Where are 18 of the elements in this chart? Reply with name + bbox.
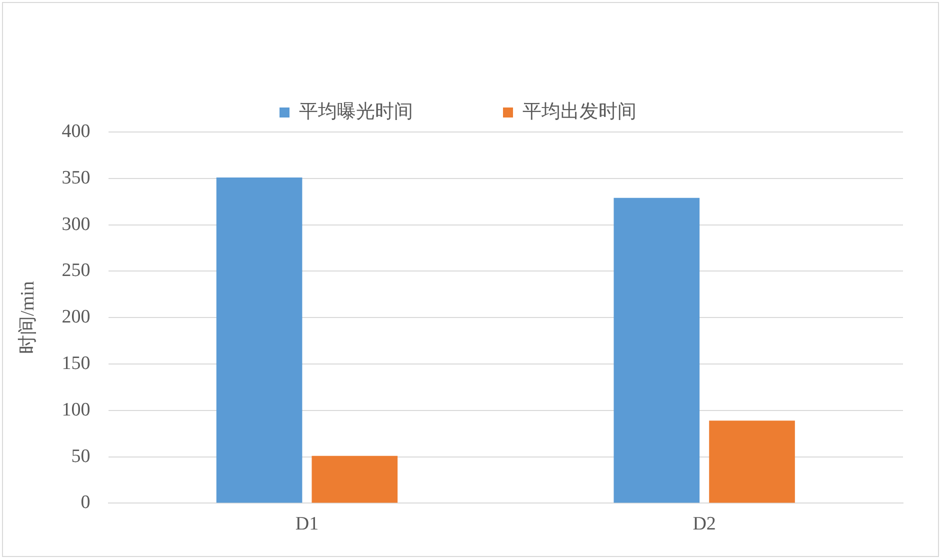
bar	[709, 420, 795, 503]
y-tick-label: 0	[80, 492, 90, 514]
x-tick-label: D1	[295, 514, 319, 535]
legend-label: 平均出发时间	[522, 101, 636, 122]
y-axis-title: 时间/min	[17, 280, 38, 354]
bar	[614, 198, 700, 503]
x-tick-label: D2	[692, 514, 716, 535]
bar	[216, 177, 302, 503]
y-tick-label: 400	[62, 120, 90, 142]
bar	[312, 456, 398, 503]
y-tick-label: 350	[62, 167, 90, 188]
y-tick-label: 50	[71, 446, 90, 467]
y-tick-label: 100	[62, 399, 90, 420]
y-tick-label: 300	[62, 214, 90, 235]
y-tick-label: 250	[62, 260, 90, 282]
legend-label: 平均曝光时间	[299, 101, 413, 122]
y-tick-label: 200	[62, 306, 90, 328]
y-tick-label: 150	[62, 352, 90, 374]
